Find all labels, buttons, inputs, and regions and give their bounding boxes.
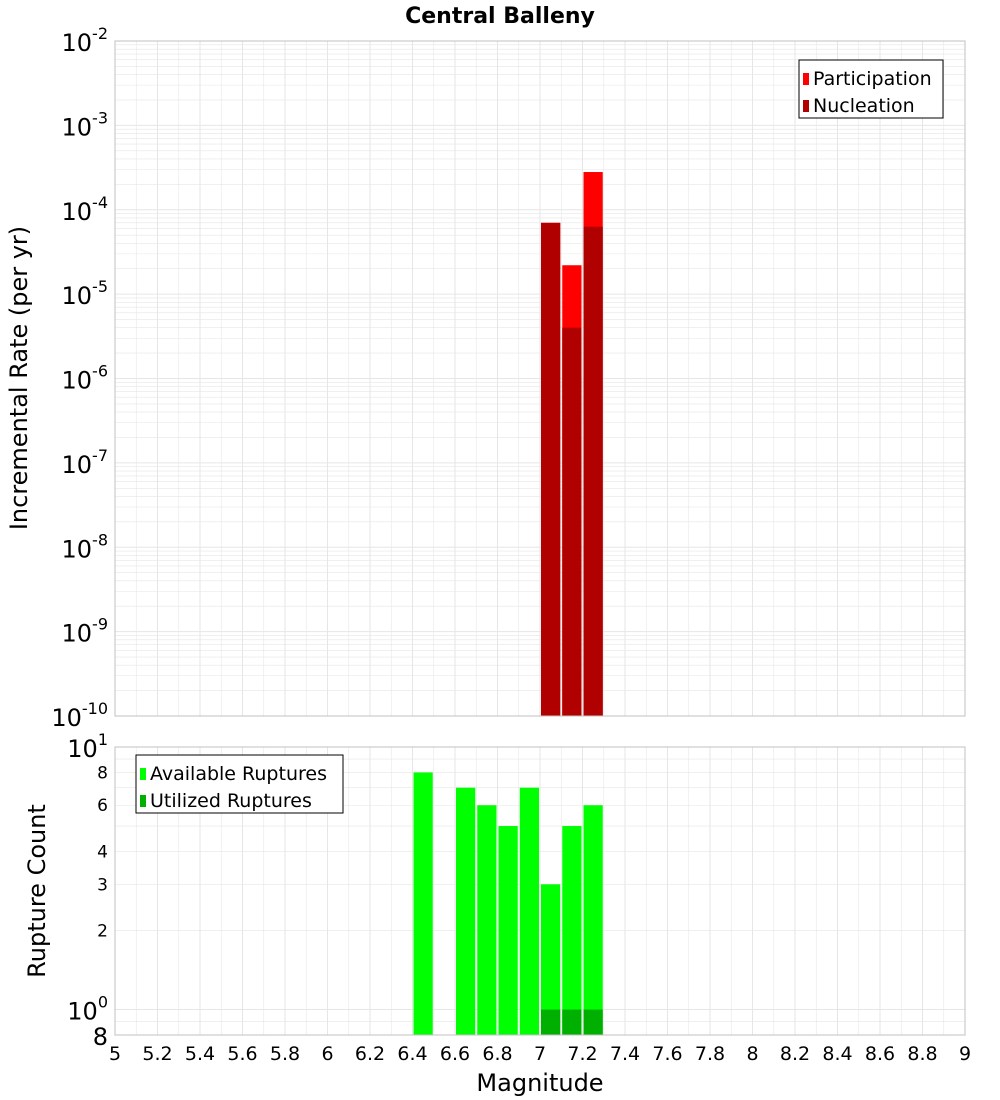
legend-swatch bbox=[140, 768, 146, 780]
bar bbox=[477, 805, 497, 1035]
y-tick-label: 10-4 bbox=[62, 193, 109, 226]
legend-box bbox=[798, 59, 944, 119]
bar bbox=[583, 805, 603, 1035]
x-tick-label: 7.2 bbox=[567, 1043, 597, 1065]
bar bbox=[562, 1009, 582, 1035]
x-tick-label: 5 bbox=[109, 1043, 121, 1065]
legend-swatch bbox=[803, 100, 809, 112]
x-tick-label: 6 bbox=[321, 1043, 333, 1065]
y-tick-label: 10-3 bbox=[62, 108, 109, 141]
y-tick-label: 8 bbox=[97, 763, 108, 783]
y-tick-label: 8 bbox=[93, 1023, 108, 1051]
bar bbox=[562, 327, 582, 716]
bottom-y-axis-label: Rupture Count bbox=[23, 804, 51, 978]
y-tick-label: 6 bbox=[97, 796, 108, 816]
x-axis-label: Magnitude bbox=[476, 1069, 603, 1097]
y-tick-label: 10-7 bbox=[62, 446, 109, 479]
legend-swatch bbox=[140, 795, 146, 807]
x-tick-label: 7.4 bbox=[610, 1043, 640, 1065]
y-tick-label: 2 bbox=[97, 922, 108, 942]
y-tick-label: 10-2 bbox=[62, 24, 109, 57]
y-tick-label: 100 bbox=[67, 993, 108, 1026]
y-tick-label: 10-6 bbox=[62, 362, 109, 395]
x-tick-label: 7.8 bbox=[695, 1043, 725, 1065]
x-tick-label: 5.8 bbox=[270, 1043, 300, 1065]
x-tick-label: 7 bbox=[534, 1043, 546, 1065]
y-tick-label: 101 bbox=[67, 730, 108, 763]
bar bbox=[519, 787, 539, 1035]
x-tick-label: 8 bbox=[746, 1043, 758, 1065]
top-panel: 10-10 10-9 10-8 10-7 10-6 10-5 10-4 10-3 10-2 Par… bbox=[51, 24, 966, 732]
legend-label: Available Ruptures bbox=[150, 763, 327, 785]
bar bbox=[541, 884, 561, 1035]
x-tick-label: 8.6 bbox=[865, 1043, 895, 1065]
legend-label: Utilized Ruptures bbox=[150, 790, 312, 812]
legend-label: Participation bbox=[813, 68, 932, 90]
y-tick-label: 10-10 bbox=[51, 699, 108, 732]
y-tick-label: 10-9 bbox=[62, 615, 109, 648]
bar bbox=[498, 826, 518, 1035]
plot-frame bbox=[114, 746, 966, 1036]
legend-label: Nucleation bbox=[813, 95, 915, 117]
x-tick-label: 6.6 bbox=[440, 1043, 470, 1065]
x-tick-label: 8.4 bbox=[822, 1043, 852, 1065]
x-tick-label: 8.2 bbox=[780, 1043, 810, 1065]
x-tick-label: 8.8 bbox=[907, 1043, 937, 1065]
legend-box bbox=[135, 754, 344, 814]
y-tick-label: 10-8 bbox=[62, 530, 109, 563]
bar bbox=[583, 226, 603, 716]
bar bbox=[456, 787, 476, 1035]
plot-frame bbox=[114, 40, 966, 717]
y-tick-label: 4 bbox=[97, 842, 108, 862]
bar bbox=[413, 772, 433, 1035]
legend: Available Ruptures Utilized Ruptures bbox=[135, 754, 344, 814]
top-y-axis-label: Incremental Rate (per yr) bbox=[5, 226, 33, 530]
x-tick-label: 6.4 bbox=[397, 1043, 427, 1065]
x-tick-label: 5.6 bbox=[227, 1043, 257, 1065]
bar bbox=[541, 1009, 561, 1035]
y-tick-label: 10-5 bbox=[62, 277, 109, 310]
legend-swatch bbox=[803, 73, 809, 85]
legend: Participation Nucleation bbox=[798, 59, 944, 119]
x-tick-label: 6.8 bbox=[482, 1043, 512, 1065]
bar bbox=[562, 826, 582, 1035]
bar bbox=[583, 1009, 603, 1035]
x-tick-label: 6.2 bbox=[355, 1043, 385, 1065]
x-tick-label: 7.6 bbox=[652, 1043, 682, 1065]
x-tick-label: 5.4 bbox=[185, 1043, 215, 1065]
x-tick-label: 5.2 bbox=[142, 1043, 172, 1065]
chart-title: Central Balleny bbox=[405, 4, 595, 29]
y-tick-label: 3 bbox=[97, 875, 108, 895]
x-tick-label: 9 bbox=[959, 1043, 971, 1065]
bar bbox=[541, 222, 561, 716]
